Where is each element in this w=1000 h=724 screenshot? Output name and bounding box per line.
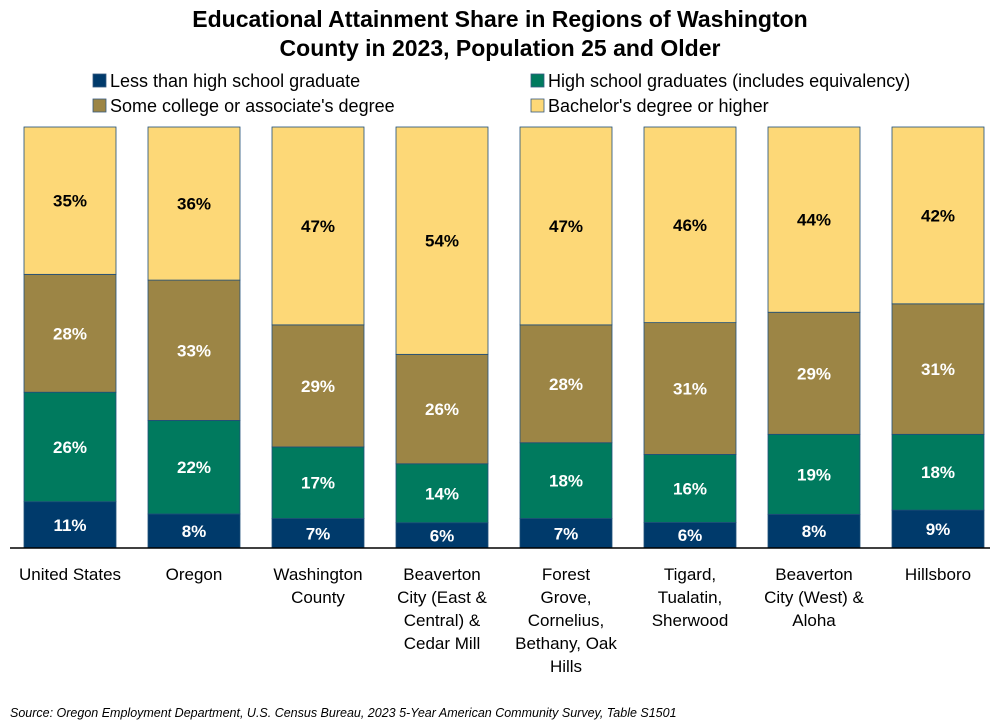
data-label: 42% [921,206,955,225]
category-label: Beaverton [775,565,853,584]
category-label: County [291,588,345,607]
data-label: 16% [673,479,707,498]
data-label: 19% [797,465,831,484]
category-label: Hillsboro [905,565,971,584]
data-label: 14% [425,484,459,503]
bar-segment-2-1 [147,279,241,421]
bar-segment-0-5 [643,522,737,549]
data-label: 44% [797,211,831,230]
chart-title-line-1: Educational Attainment Share in Regions … [192,6,808,32]
bar-segment-3-7 [891,126,985,305]
data-label: 28% [549,375,583,394]
bar-segment-3-5 [643,126,737,324]
data-label: 28% [53,324,87,343]
bar-segment-0-0 [23,501,117,549]
bar-segment-2-5 [643,322,737,455]
data-label: 33% [177,341,211,360]
bar-segment-3-0 [23,126,117,275]
category-label: Tualatin, [658,588,723,607]
data-label: 35% [53,192,87,211]
category-label: Bethany, Oak [515,634,617,653]
data-label: 11% [53,516,86,535]
bar-segment-1-1 [147,420,241,515]
bar-segment-2-2 [271,324,365,448]
data-label: 29% [301,377,335,396]
data-label: 18% [549,472,583,491]
data-label: 36% [177,195,211,214]
bar-segment-2-7 [891,303,985,435]
category-label: Aloha [792,611,836,630]
legend-label-bachelors: Bachelor's degree or higher [548,96,769,116]
bar-segment-2-3 [395,353,489,465]
bar-segment-3-1 [147,126,241,281]
data-label: 26% [425,400,459,419]
data-label: 26% [53,438,87,457]
data-label: 18% [921,463,955,482]
category-label: Cedar Mill [404,634,481,653]
category-label: Forest [542,565,590,584]
bar-segment-3-2 [271,126,365,326]
category-label: Central) & [404,611,481,630]
bar-segment-1-6 [767,433,861,515]
category-label: Hills [550,657,582,676]
data-label: 29% [797,364,831,383]
bar-segment-1-2 [271,446,365,519]
bar-segment-0-4 [519,518,613,549]
data-label: 31% [921,360,955,379]
legend-label-hs-grad: High school graduates (includes equivale… [548,71,910,91]
category-label: Washington [273,565,362,584]
bar-segment-1-4 [519,442,613,519]
bar-segment-3-4 [519,126,613,326]
data-label: 47% [301,217,335,236]
category-label: City (East & [397,588,487,607]
category-label: City (West) & [764,588,864,607]
legend-swatch-less-than-hs [92,73,107,88]
bar-segment-0-7 [891,509,985,549]
data-label: 8% [182,522,207,541]
bar-segment-2-6 [767,311,861,435]
bar-segment-1-0 [23,391,117,503]
data-label: 47% [549,217,583,236]
legend-swatch-hs-grad [530,73,545,88]
bar-segment-3-3 [395,126,489,355]
bar-segment-1-7 [891,433,985,511]
data-label: 7% [306,524,331,543]
category-label: United States [19,565,121,584]
data-label: 6% [430,526,455,545]
data-label: 8% [802,522,827,541]
data-label: 46% [673,216,707,235]
category-label: Cornelius, [528,611,605,630]
category-labels: United States Oregon Washington County Beave… [19,565,971,676]
chart-title-line-2: County in 2023, Population 25 and Older [280,35,721,61]
data-label: 6% [678,526,703,545]
category-label: Sherwood [652,611,729,630]
data-label: 22% [177,458,211,477]
data-label: 17% [301,474,335,493]
legend-label-less-than-hs: Less than high school graduate [110,71,360,91]
category-label: Oregon [166,565,223,584]
data-label: 31% [673,380,707,399]
bar-segment-3-6 [767,126,861,313]
category-label: Tigard, [664,565,716,584]
bars: 11% 26% 28% 35% 8% 22% 33% 36% 7% 17% 29% 47% 6% 14% 2… [23,126,985,549]
bar-segment-2-4 [519,324,613,444]
legend-swatch-bachelors [530,98,545,113]
legend-swatch-some-college [92,98,107,113]
category-label: Beaverton [403,565,481,584]
category-label: Grove, [540,588,591,607]
legend: Less than high school graduate High scho… [92,71,910,116]
legend-label-some-college: Some college or associate's degree [110,96,395,116]
data-label: 9% [926,520,951,539]
data-label: 54% [425,232,459,251]
source-note: Source: Oregon Employment Department, U.… [10,706,677,720]
bar-segment-0-6 [767,513,861,549]
data-label: 7% [554,524,579,543]
